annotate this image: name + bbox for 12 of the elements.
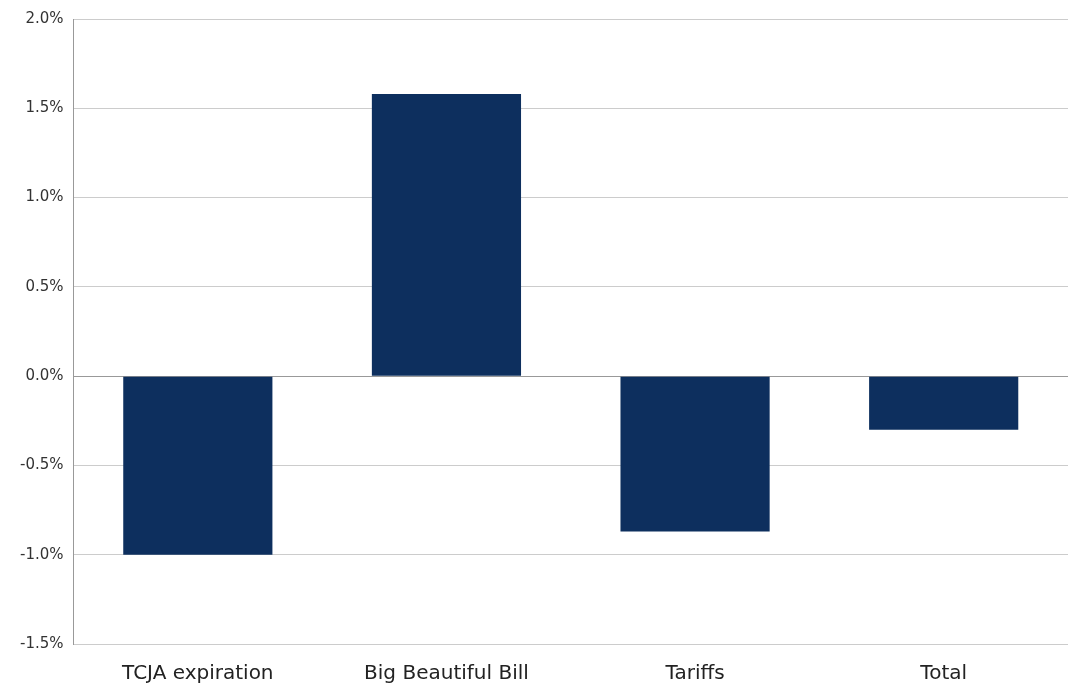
y-tick-label: -1.5%: [19, 633, 64, 652]
x-tick-label: Big Beautiful Bill: [364, 660, 529, 685]
y-tick-label: -1.0%: [19, 544, 64, 563]
y-tick-label: 0.0%: [25, 366, 64, 385]
y-tick-label: 1.0%: [25, 187, 64, 206]
x-tick-label: Total: [919, 660, 968, 685]
y-tick-label: 0.5%: [25, 276, 64, 295]
x-tick-label: Tariffs: [664, 660, 725, 685]
y-tick-label: 1.5%: [25, 98, 64, 117]
y-tick-label: -0.5%: [19, 455, 64, 474]
x-tick-label: TCJA expiration: [121, 660, 274, 685]
y-tick-label: 2.0%: [25, 8, 64, 27]
